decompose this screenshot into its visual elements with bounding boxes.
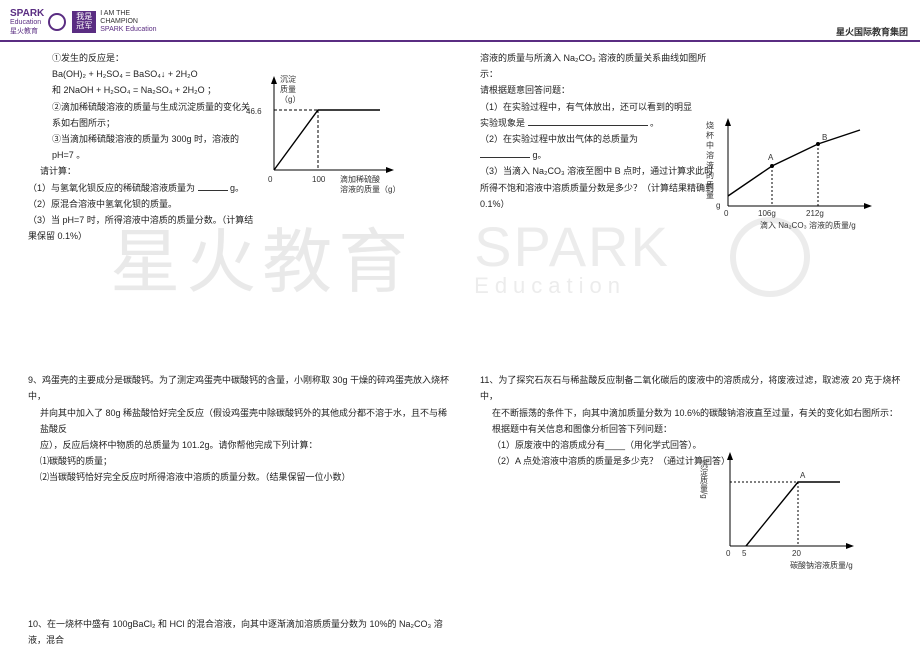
q11-p2: 在不断振荡的条件下，向其中滴加质量分数为 10.6%的碳酸钠溶液直至过量，有关的… <box>480 405 908 421</box>
l3: ③当滴加稀硫酸溶液的质量为 300g 时，溶液的 pH=7 。 <box>28 131 258 163</box>
top-right-col: 溶液的质量与所滴入 Na₂CO₃ 溶液的质量关系曲线如图所示： 请根据题意回答问… <box>480 50 908 244</box>
q9-num: 9、 <box>28 375 42 385</box>
champ-en-2: CHAMPION <box>100 18 156 26</box>
brand-sub: Education <box>10 19 44 26</box>
eq2: 和 2NaOH + H₂SO₄ = Na₂SO₄ + 2H₂O ； <box>28 82 258 98</box>
q1-tail: g。 <box>230 183 244 193</box>
q11: 11、为了探究石灰石与稀盐酸反应制备二氧化碳后的废液中的溶质成分，将废液过滤，取… <box>480 372 908 469</box>
r1: 请根据题意回答问题： <box>480 82 720 98</box>
brand-cn: 星火教育 <box>10 26 44 36</box>
q9: 9、鸡蛋壳的主要成分是碳酸钙。为了测定鸡蛋壳中碳酸钙的含量，小刚称取 30g 干… <box>28 372 456 485</box>
q11-sub2: （2）A 点处溶液中溶质的质量是多少克？（通过计算回答） <box>480 453 908 469</box>
q9-p3: 应），反应后烧杯中物质的总质量为 101.2g。请你帮他完成下列计算： <box>28 437 456 453</box>
r2a: （1）在实验过程中，有气体放出，还可以看到的明显 <box>480 99 720 115</box>
header-divider <box>0 40 920 42</box>
q2: （2）原混合溶液中氢氧化钡的质量。 <box>28 196 258 212</box>
logo-block: SPARK Education 星火教育 我是 冠军 I AM THE CHAM… <box>10 9 157 36</box>
q10: 10、在一烧杯中盛有 100gBaCl₂ 和 HCl 的混合溶液，向其中逐渐滴加… <box>28 616 456 648</box>
r2b: 实验现象是 <box>480 118 525 128</box>
l2: ②滴加稀硫酸溶液的质量与生成沉淀质量的变化关系如右图所示； <box>28 99 258 131</box>
logo-swirl-icon <box>48 13 66 31</box>
lower-left-col: 9、鸡蛋壳的主要成分是碳酸钙。为了测定鸡蛋壳中碳酸钙的含量，小刚称取 30g 干… <box>28 364 456 648</box>
r3b-row: g。 <box>480 147 720 163</box>
q10-p1: 在一烧杯中盛有 100gBaCl₂ 和 HCl 的混合溶液，向其中逐渐滴加溶质质… <box>28 619 443 645</box>
r3a: （2）在实验过程中放出气体的总质量为 <box>480 131 720 147</box>
q11-line1: 11、为了探究石灰石与稀盐酸反应制备二氧化碳后的废液中的溶质成分，将废液过滤，取… <box>480 372 908 404</box>
r2c: 。 <box>650 118 659 128</box>
q10-line1: 10、在一烧杯中盛有 100gBaCl₂ 和 HCl 的混合溶液，向其中逐渐滴加… <box>28 616 456 648</box>
q3: （3）当 pH=7 时，所得溶液中溶质的质量分数。（计算结果保留 0.1%） <box>28 212 258 244</box>
champion-badge: 我是 冠军 <box>72 11 96 33</box>
page-body: 星火教育 SPARK Education ①发生的反应是： Ba(OH)₂ + … <box>0 46 920 646</box>
q9-p2: 并向其中加入了 80g 稀盐酸恰好完全反应（假设鸡蛋壳中除碳酸钙外的其他成分都不… <box>28 405 456 437</box>
top-left-col: ①发生的反应是： Ba(OH)₂ + H₂SO₄ = BaSO₄↓ + 2H₂O… <box>28 50 456 244</box>
page-header: SPARK Education 星火教育 我是 冠军 I AM THE CHAM… <box>0 0 920 40</box>
lower-right-col: 11、为了探究石灰石与稀盐酸反应制备二氧化碳后的废液中的溶质成分，将废液过滤，取… <box>480 364 908 648</box>
champ-sub: SPARK Education <box>100 26 156 34</box>
q1-blank <box>198 181 228 191</box>
r4: （3）当滴入 Na₂CO₃ 溶液至图中 B 点时，通过计算求此时所得不饱和溶液中… <box>480 163 720 212</box>
q9-sub2: ⑵当碳酸钙恰好完全反应时所得溶液中溶质的质量分数。（结果保留一位小数） <box>28 469 456 485</box>
r3-blank <box>480 148 530 158</box>
spark-logo: SPARK Education 星火教育 <box>10 9 66 36</box>
eq1: Ba(OH)₂ + H₂SO₄ = BaSO₄↓ + 2H₂O <box>28 66 258 82</box>
lower-columns: 9、鸡蛋壳的主要成分是碳酸钙。为了测定鸡蛋壳中碳酸钙的含量，小刚称取 30g 干… <box>28 364 908 648</box>
q10-num: 10、 <box>28 619 47 629</box>
top-columns: ①发生的反应是： Ba(OH)₂ + H₂SO₄ = BaSO₄↓ + 2H₂O… <box>28 50 908 244</box>
brand-en: SPARK <box>10 9 44 19</box>
q9-sub1: ⑴碳酸钙的质量； <box>28 453 456 469</box>
q11-p3: 根据题中有关信息和图像分析回答下列问题： <box>480 421 908 437</box>
q1: （1）与氢氧化钡反应的稀硫酸溶液质量为 <box>28 183 195 193</box>
r0: 溶液的质量与所滴入 Na₂CO₃ 溶液的质量关系曲线如图所示： <box>480 50 720 82</box>
q1-row: （1）与氢氧化钡反应的稀硫酸溶液质量为 g。 <box>28 180 258 196</box>
l4: 请计算： <box>28 163 258 179</box>
q11-num: 11、 <box>480 375 498 385</box>
q9-p1: 鸡蛋壳的主要成分是碳酸钙。为了测定鸡蛋壳中碳酸钙的含量，小刚称取 30g 干燥的… <box>28 375 449 401</box>
champ-cn-2: 冠军 <box>76 22 92 31</box>
q11-p1: 为了探究石灰石与稀盐酸反应制备二氧化碳后的废液中的溶质成分，将废液过滤，取滤液 … <box>480 375 900 401</box>
q9-line1: 9、鸡蛋壳的主要成分是碳酸钙。为了测定鸡蛋壳中碳酸钙的含量，小刚称取 30g 干… <box>28 372 456 404</box>
champ-en-1: I AM THE <box>100 10 156 18</box>
header-right-title: 星火国际教育集团 <box>836 25 908 38</box>
q11-sub1: （1）原废液中的溶质成分有____（用化学式回答）。 <box>480 437 908 453</box>
r2-row: 实验现象是 。 <box>480 115 720 131</box>
l1: ①发生的反应是： <box>28 50 258 66</box>
r3b: g。 <box>533 150 547 160</box>
r2-blank <box>528 116 648 126</box>
